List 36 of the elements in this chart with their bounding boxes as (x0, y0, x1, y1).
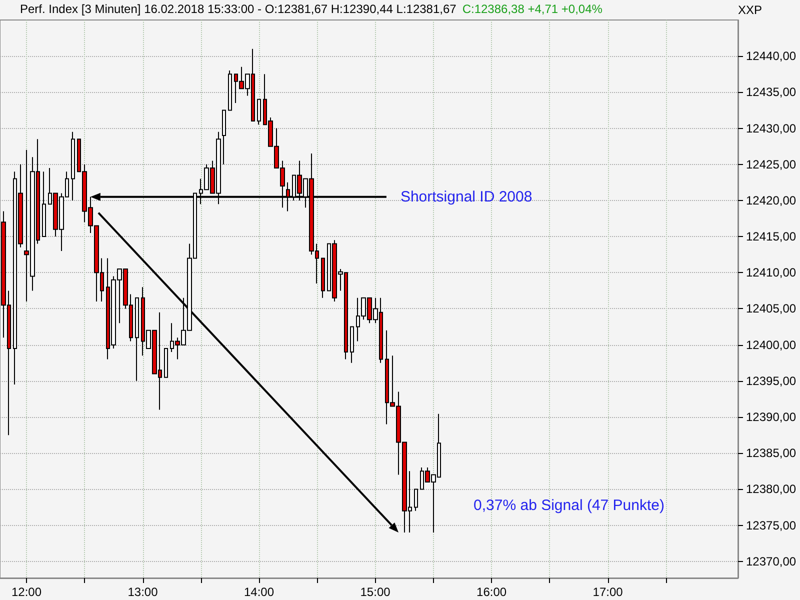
annotation: Shortsignal ID 2008 (400, 188, 532, 206)
x-tick-label: 12:00 (11, 585, 42, 599)
y-tick-label: 12415,00 (746, 230, 796, 244)
candlestick (228, 70, 232, 111)
y-tick-label: 12420,00 (746, 193, 796, 208)
x-tick-label: 15:00 (360, 585, 391, 599)
y-tick-label: 12390,00 (746, 410, 796, 424)
candlestick (321, 258, 325, 298)
candlestick (414, 488, 418, 512)
y-tick-label: 12380,00 (746, 482, 796, 496)
y-tick-label: 12440,00 (746, 49, 796, 64)
candlestick (164, 348, 168, 378)
candlestick (135, 297, 139, 382)
y-tick-label: 12395,00 (746, 374, 796, 388)
y-axis-title: XXP (738, 3, 762, 17)
y-tick-label: 12400,00 (746, 338, 796, 352)
candlestick (257, 98, 261, 126)
y-tick-label: 12410,00 (746, 266, 796, 280)
x-tick-label: 14:00 (244, 585, 274, 599)
x-tick-label: 17:00 (592, 585, 624, 599)
chart-subtitle: C:12386,38 +4,71 +0,04% (462, 2, 603, 16)
y-tick-label: 12435,00 (746, 85, 796, 100)
y-tick-label: 12430,00 (746, 121, 796, 136)
x-tick-label: 13:00 (128, 585, 158, 599)
y-tick-label: 12370,00 (746, 554, 796, 568)
chart-title: Perf. Index [3 Minuten] 16.02.2018 15:33:00 - O:12381,67 H:12390,44 L:12381,67 (20, 2, 457, 16)
candlestick (222, 110, 226, 165)
y-tick-label: 12405,00 (746, 302, 796, 316)
annotation: 0,37% ab Signal (47 Punkte) (474, 497, 664, 514)
x-tick-label: 16:00 (476, 585, 507, 599)
candlestick (42, 171, 46, 238)
candlestick (71, 131, 75, 201)
y-tick-label: 12375,00 (746, 518, 796, 532)
y-tick-label: 12425,00 (746, 157, 796, 172)
candlestick (350, 326, 354, 364)
y-tick-label: 12385,00 (746, 446, 796, 460)
